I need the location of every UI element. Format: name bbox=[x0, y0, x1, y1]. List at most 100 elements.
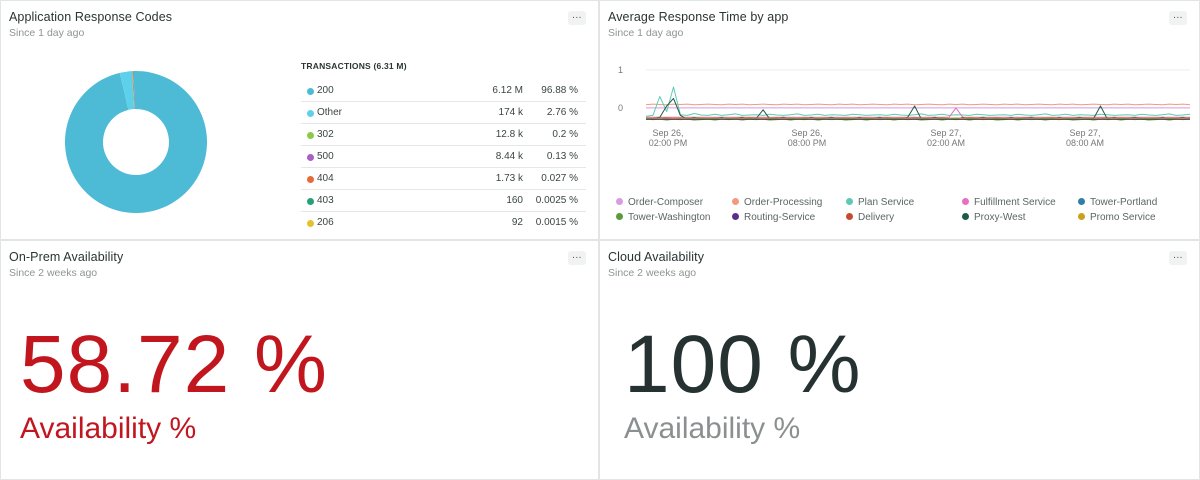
legend-dot-icon bbox=[307, 132, 314, 139]
row-percent: 2.76 % bbox=[546, 107, 578, 118]
panel-subtitle: Since 1 day ago bbox=[9, 27, 85, 39]
panel-subtitle: Since 2 weeks ago bbox=[608, 267, 697, 279]
table-row[interactable]: 302 12.8 k 0.2 % bbox=[301, 124, 586, 146]
legend-dot-icon bbox=[307, 176, 314, 183]
row-value: 12.8 k bbox=[495, 129, 523, 140]
panel-menu-button[interactable]: ... bbox=[568, 251, 586, 265]
panel-title: Average Response Time by app bbox=[608, 10, 789, 24]
onprem-availability-panel: On-Prem Availability Since 2 weeks ago .… bbox=[1, 241, 598, 479]
cloud-availability-label: Availability % bbox=[624, 412, 801, 445]
table-row[interactable]: 403 160 0.0025 % bbox=[301, 190, 586, 212]
row-value: 174 k bbox=[498, 107, 523, 118]
x-tick-label: Sep 27, bbox=[1069, 128, 1100, 138]
x-tick-label: Sep 27, bbox=[930, 128, 961, 138]
legend-item[interactable]: Routing-Service bbox=[732, 212, 815, 223]
legend-item[interactable]: Proxy-West bbox=[962, 212, 1026, 223]
panel-menu-button[interactable]: ... bbox=[1169, 251, 1187, 265]
row-label: Other bbox=[317, 107, 343, 118]
legend-item[interactable]: Order-Composer bbox=[616, 197, 703, 208]
row-label: 403 bbox=[317, 195, 334, 206]
cloud-availability-panel: Cloud Availability Since 2 weeks ago ... bbox=[600, 241, 1199, 479]
donut-slice-500[interactable] bbox=[132, 71, 135, 110]
legend-item[interactable]: Fulfillment Service bbox=[962, 197, 1056, 208]
legend-dot-icon bbox=[732, 213, 739, 220]
legend-label: Routing-Service bbox=[744, 212, 816, 223]
y-tick-label: 0 bbox=[618, 103, 623, 113]
donut-slice-206[interactable] bbox=[133, 71, 135, 110]
x-tick-label: 08:00 AM bbox=[1066, 138, 1104, 148]
cloud-availability-value: 100 % bbox=[624, 319, 862, 410]
legend-dot-icon bbox=[307, 88, 314, 95]
legend-dot-icon bbox=[616, 198, 623, 205]
legend-label: Plan Service bbox=[858, 197, 915, 208]
row-percent: 0.0015 % bbox=[535, 217, 578, 228]
x-tick-label: 02:00 AM bbox=[927, 138, 965, 148]
legend-label: Order-Composer bbox=[628, 197, 704, 208]
row-label: 206 bbox=[317, 217, 334, 228]
series-line-proxy-west[interactable] bbox=[645, 97, 1191, 120]
legend-dot-icon bbox=[1078, 198, 1085, 205]
onprem-availability-label: Availability % bbox=[20, 412, 197, 445]
panel-title: Cloud Availability bbox=[608, 250, 705, 264]
legend-dot-icon bbox=[307, 220, 314, 227]
table-row[interactable]: 500 8.44 k 0.13 % bbox=[301, 146, 586, 168]
legend-label: Delivery bbox=[858, 212, 895, 223]
row-label: 302 bbox=[317, 129, 334, 140]
row-percent: 0.13 % bbox=[546, 151, 578, 162]
donut-slice-200[interactable] bbox=[64, 71, 207, 213]
row-value: 6.12 M bbox=[492, 85, 523, 96]
y-tick-label: 1 bbox=[618, 65, 623, 75]
table-row[interactable]: 200 6.12 M 96.88 % bbox=[301, 80, 586, 102]
donut-slice-404[interactable] bbox=[133, 71, 135, 110]
donut-slice-other[interactable] bbox=[119, 71, 135, 110]
legend-item[interactable]: Plan Service bbox=[846, 197, 914, 208]
row-value: 8.44 k bbox=[495, 151, 523, 162]
x-tick-label: 02:00 PM bbox=[649, 138, 688, 148]
legend-item[interactable]: Tower-Portland bbox=[1078, 197, 1157, 208]
legend-dot-icon bbox=[307, 198, 314, 205]
row-label: 500 bbox=[317, 151, 334, 162]
donut-slice-302[interactable] bbox=[131, 71, 135, 110]
donut-chart[interactable] bbox=[61, 67, 211, 217]
legend-label: Tower-Washington bbox=[628, 212, 711, 223]
response-codes-panel: Application Response Codes Since 1 day a… bbox=[1, 1, 598, 239]
legend-item[interactable]: Promo Service bbox=[1078, 212, 1156, 223]
series-line-order-processing[interactable] bbox=[645, 103, 1191, 106]
legend-label: Promo Service bbox=[1090, 212, 1156, 223]
series-line-fulfillment-service[interactable] bbox=[646, 107, 1190, 118]
legend-item[interactable]: Delivery bbox=[846, 212, 894, 223]
row-percent: 0.2 % bbox=[552, 129, 578, 140]
panel-title: On-Prem Availability bbox=[9, 250, 124, 264]
donut-slice-403[interactable] bbox=[133, 71, 135, 110]
panel-menu-button[interactable]: ... bbox=[568, 11, 586, 25]
legend-dot-icon bbox=[307, 154, 314, 161]
row-percent: 0.0025 % bbox=[535, 195, 578, 206]
table-row[interactable]: 404 1.73 k 0.027 % bbox=[301, 168, 586, 190]
legend-dot-icon bbox=[732, 198, 739, 205]
x-tick-label: 08:00 PM bbox=[788, 138, 827, 148]
legend-dot-icon bbox=[962, 213, 969, 220]
legend-dot-icon bbox=[616, 213, 623, 220]
x-tick-label: Sep 26, bbox=[652, 128, 683, 138]
response-time-panel: Average Response Time by app Since 1 day… bbox=[600, 1, 1199, 239]
panel-title: Application Response Codes bbox=[9, 10, 173, 24]
table-row[interactable]: 206 92 0.0015 % bbox=[301, 212, 586, 233]
row-percent: 0.027 % bbox=[541, 173, 578, 184]
legend-dot-icon bbox=[307, 110, 314, 117]
row-value: 160 bbox=[506, 195, 523, 206]
legend-item[interactable]: Tower-Washington bbox=[616, 212, 710, 223]
legend-dot-icon bbox=[846, 198, 853, 205]
panel-menu-button[interactable]: ... bbox=[1169, 11, 1187, 25]
legend-label: Tower-Portland bbox=[1090, 197, 1158, 208]
table-row[interactable]: Other 174 k 2.76 % bbox=[301, 102, 586, 124]
onprem-availability-value: 58.72 % bbox=[20, 319, 328, 410]
legend-item[interactable]: Order-Processing bbox=[732, 197, 822, 208]
legend-dot-icon bbox=[846, 213, 853, 220]
x-tick-label: Sep 26, bbox=[791, 128, 822, 138]
row-label: 404 bbox=[317, 173, 334, 184]
transactions-header: TRANSACTIONS (6.31 M) bbox=[301, 61, 407, 71]
legend-dot-icon bbox=[962, 198, 969, 205]
series-line-plan-service[interactable] bbox=[645, 86, 1191, 117]
